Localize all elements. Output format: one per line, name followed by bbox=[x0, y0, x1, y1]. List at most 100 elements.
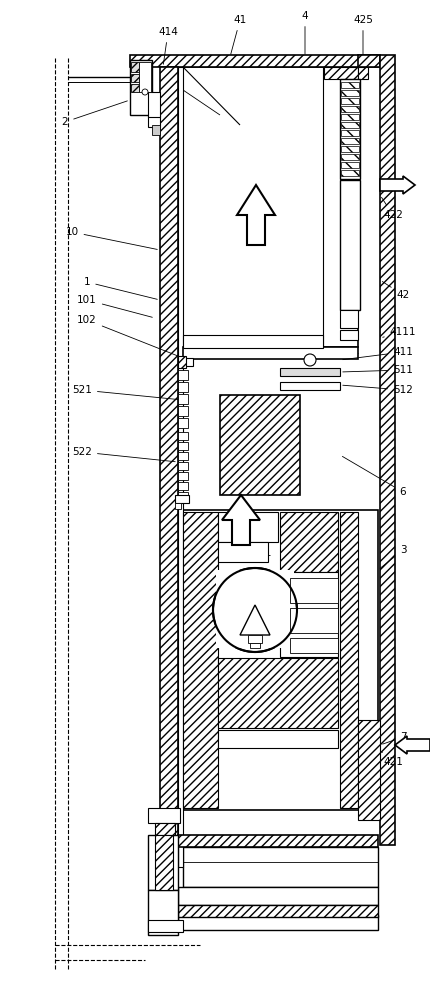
Text: 521: 521 bbox=[72, 385, 180, 400]
Bar bbox=[341, 114, 359, 120]
Bar bbox=[183, 512, 218, 808]
Bar bbox=[218, 542, 268, 562]
Bar bbox=[280, 512, 338, 572]
Bar bbox=[280, 572, 338, 657]
Bar bbox=[341, 90, 359, 96]
Bar bbox=[340, 310, 358, 328]
Bar bbox=[216, 570, 294, 648]
Bar bbox=[340, 180, 360, 310]
Bar bbox=[341, 98, 359, 104]
Bar bbox=[175, 495, 189, 503]
Bar bbox=[341, 122, 359, 128]
Bar bbox=[148, 115, 160, 127]
Polygon shape bbox=[222, 495, 260, 545]
Bar bbox=[178, 472, 188, 480]
Bar bbox=[148, 808, 180, 823]
Bar bbox=[358, 55, 380, 67]
Bar bbox=[341, 82, 359, 88]
Polygon shape bbox=[237, 185, 275, 245]
Bar bbox=[178, 406, 188, 416]
Text: 6: 6 bbox=[342, 456, 406, 497]
Text: 3: 3 bbox=[380, 545, 406, 568]
Bar bbox=[178, 482, 188, 490]
Bar bbox=[290, 638, 338, 653]
Bar bbox=[178, 370, 188, 380]
Bar bbox=[183, 67, 358, 347]
Bar bbox=[178, 462, 188, 470]
Bar bbox=[178, 356, 186, 368]
Polygon shape bbox=[240, 605, 270, 635]
Bar bbox=[175, 503, 181, 509]
Bar bbox=[178, 887, 378, 905]
Bar bbox=[380, 55, 395, 845]
Bar bbox=[340, 330, 358, 340]
Bar bbox=[155, 835, 173, 890]
Bar bbox=[341, 146, 359, 152]
Bar bbox=[178, 394, 188, 404]
Bar bbox=[341, 138, 359, 144]
Text: 102: 102 bbox=[77, 315, 181, 357]
Bar bbox=[178, 492, 188, 500]
Bar bbox=[290, 578, 338, 603]
Bar bbox=[218, 658, 338, 728]
Bar bbox=[178, 442, 188, 450]
Circle shape bbox=[213, 568, 297, 652]
Bar bbox=[178, 382, 188, 392]
Bar bbox=[248, 635, 262, 643]
Bar bbox=[152, 125, 160, 135]
Bar bbox=[178, 418, 188, 428]
Text: 511: 511 bbox=[343, 365, 413, 375]
Bar bbox=[340, 512, 358, 808]
Bar bbox=[178, 835, 378, 847]
Text: 522: 522 bbox=[72, 447, 175, 462]
Text: 4: 4 bbox=[302, 11, 308, 54]
FancyArrow shape bbox=[380, 176, 415, 194]
Bar bbox=[341, 154, 359, 160]
Bar bbox=[324, 67, 358, 79]
Bar bbox=[358, 67, 368, 79]
Bar bbox=[130, 60, 152, 115]
Bar bbox=[178, 432, 188, 440]
Bar bbox=[290, 608, 338, 633]
Bar bbox=[131, 62, 139, 72]
Bar bbox=[160, 67, 178, 867]
Bar bbox=[280, 368, 340, 376]
Bar bbox=[178, 905, 378, 917]
Bar bbox=[341, 106, 359, 112]
Bar bbox=[148, 92, 160, 117]
Bar bbox=[148, 835, 178, 890]
Circle shape bbox=[304, 354, 316, 366]
Bar bbox=[220, 395, 300, 495]
Text: 421: 421 bbox=[382, 752, 403, 767]
Bar bbox=[250, 643, 260, 648]
Bar bbox=[183, 358, 193, 366]
Text: 512: 512 bbox=[343, 385, 413, 395]
Text: 41: 41 bbox=[231, 15, 247, 54]
Bar bbox=[341, 170, 359, 176]
Text: 425: 425 bbox=[353, 15, 373, 54]
Bar bbox=[131, 84, 139, 92]
Bar bbox=[148, 920, 183, 932]
Bar bbox=[183, 335, 323, 348]
Bar bbox=[183, 347, 358, 359]
Circle shape bbox=[142, 89, 148, 95]
Text: 411: 411 bbox=[343, 347, 413, 360]
Bar bbox=[148, 890, 178, 935]
Text: 4111: 4111 bbox=[383, 327, 416, 337]
Bar bbox=[218, 730, 338, 748]
Text: 414: 414 bbox=[158, 27, 178, 64]
Bar bbox=[341, 162, 359, 168]
Bar bbox=[155, 823, 175, 835]
Bar bbox=[178, 452, 188, 460]
Bar bbox=[178, 67, 183, 867]
Text: 422: 422 bbox=[381, 197, 403, 220]
Text: 10: 10 bbox=[65, 227, 157, 249]
Bar bbox=[340, 79, 360, 179]
Text: 7: 7 bbox=[383, 732, 406, 744]
Bar bbox=[183, 847, 378, 887]
Text: 2: 2 bbox=[61, 101, 127, 127]
FancyArrow shape bbox=[395, 736, 430, 754]
Bar bbox=[178, 915, 378, 930]
Bar bbox=[130, 55, 378, 67]
Bar bbox=[341, 130, 359, 136]
